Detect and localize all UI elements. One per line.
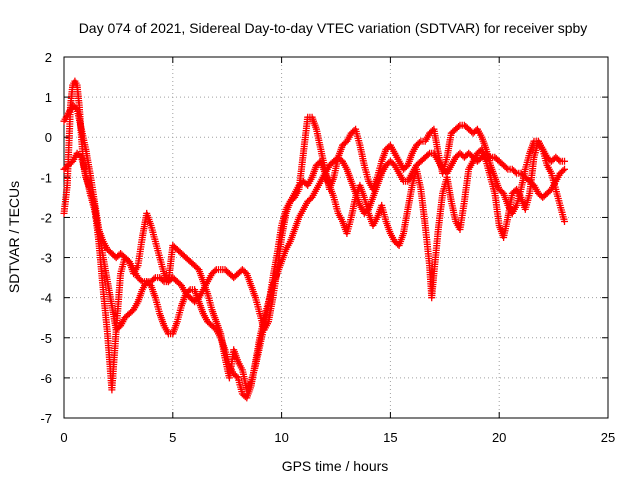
x-axis-label: GPS time / hours xyxy=(282,458,389,474)
y-tick-label: -4 xyxy=(40,291,52,306)
series-trace-c xyxy=(60,77,568,394)
data-point xyxy=(211,267,219,275)
x-tick-label: 25 xyxy=(601,430,615,445)
data-point xyxy=(561,165,568,173)
axis-ticks xyxy=(63,56,609,419)
y-tick-label: -7 xyxy=(40,411,52,426)
y-tick-label: -3 xyxy=(40,251,52,266)
data-point xyxy=(137,276,145,284)
data-point xyxy=(511,168,519,176)
x-tick-label: 0 xyxy=(60,430,67,445)
x-tick-label: 5 xyxy=(169,430,176,445)
y-tick-label: -2 xyxy=(40,210,52,225)
y-tick-label: 2 xyxy=(45,50,52,65)
x-tick-label: 15 xyxy=(383,430,397,445)
plot-frame xyxy=(63,56,609,419)
data-point xyxy=(503,164,510,172)
data-point xyxy=(185,287,193,295)
data-point xyxy=(159,276,167,284)
data-point xyxy=(150,275,158,283)
y-tick-label: 1 xyxy=(45,90,52,105)
y-tick-label: -1 xyxy=(40,170,52,185)
data-point xyxy=(561,157,568,165)
y-tick-label: -6 xyxy=(40,371,52,386)
y-tick-label: 0 xyxy=(45,130,52,145)
chart-title: Day 074 of 2021, Sidereal Day-to-day VTE… xyxy=(79,20,588,36)
x-tick-label: 10 xyxy=(274,430,288,445)
data-point xyxy=(561,218,568,225)
data-point xyxy=(424,151,432,159)
data-point xyxy=(559,167,567,175)
y-tick-label: -5 xyxy=(40,331,52,346)
data-point xyxy=(455,123,463,130)
x-tick-labels: 0 5 10 15 20 25 xyxy=(60,430,615,445)
x-tick-label: 20 xyxy=(492,430,506,445)
data-point xyxy=(555,156,563,164)
data-marks xyxy=(60,77,568,402)
y-axis-label: SDTVAR / TECUs xyxy=(6,181,22,293)
data-point xyxy=(233,373,241,381)
data-point xyxy=(415,139,423,147)
y-tick-labels: 2 1 0 -1 -2 -3 -4 -5 -6 -7 xyxy=(40,50,52,426)
